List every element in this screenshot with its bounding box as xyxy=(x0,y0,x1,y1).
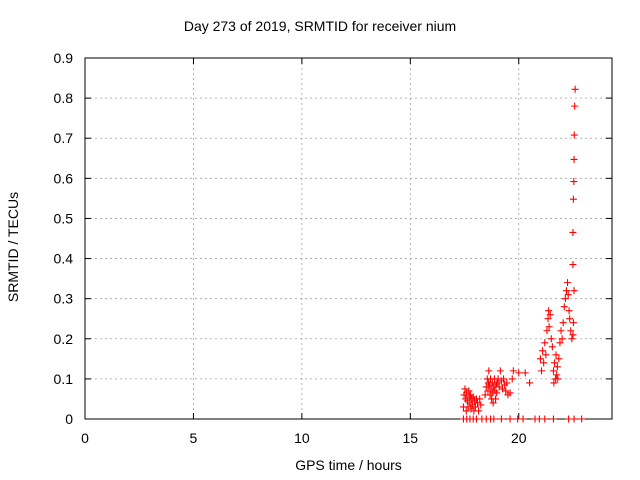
data-point xyxy=(557,327,565,335)
x-tick-label: 10 xyxy=(294,430,310,446)
data-point xyxy=(493,379,501,387)
y-tick-label: 0 xyxy=(65,411,73,427)
data-point xyxy=(538,367,546,375)
data-point xyxy=(553,371,561,379)
data-point xyxy=(549,415,557,423)
data-point xyxy=(526,379,534,387)
data-point xyxy=(560,303,568,311)
data-point xyxy=(477,401,485,409)
data-point xyxy=(570,415,578,423)
data-point xyxy=(462,407,470,415)
data-point xyxy=(569,261,577,269)
data-point xyxy=(558,335,566,343)
data-point xyxy=(571,85,579,93)
data-point xyxy=(508,375,516,383)
data-point xyxy=(545,323,553,331)
x-tick-label: 0 xyxy=(81,430,89,446)
data-point xyxy=(497,415,505,423)
data-point xyxy=(569,228,577,236)
data-point xyxy=(570,178,578,186)
data-point xyxy=(544,315,552,323)
data-point xyxy=(570,131,578,139)
y-tick-label: 0.2 xyxy=(54,331,74,347)
data-point xyxy=(542,351,550,359)
data-point xyxy=(566,315,574,323)
data-point xyxy=(519,415,527,423)
data-point xyxy=(471,403,479,411)
grid-lines xyxy=(85,58,612,419)
data-point xyxy=(521,369,529,377)
data-points xyxy=(459,85,586,423)
data-point xyxy=(571,102,579,110)
data-point xyxy=(550,379,558,387)
data-point xyxy=(465,387,473,395)
data-point xyxy=(568,335,576,343)
data-point xyxy=(564,279,572,287)
data-point xyxy=(546,311,554,319)
data-point xyxy=(569,195,577,203)
y-tick-label: 0.4 xyxy=(54,251,74,267)
data-point xyxy=(569,319,577,327)
y-tick-label: 0.9 xyxy=(54,50,74,66)
data-point xyxy=(536,355,544,363)
data-point xyxy=(461,385,469,393)
y-tick-label: 0.3 xyxy=(54,291,74,307)
data-point xyxy=(551,359,559,367)
data-point xyxy=(502,387,510,395)
data-point xyxy=(489,399,497,407)
data-point xyxy=(561,295,569,303)
y-tick-label: 0.5 xyxy=(54,210,74,226)
data-point xyxy=(556,339,564,347)
data-point xyxy=(509,367,517,375)
y-tick-label: 0.8 xyxy=(54,90,74,106)
y-tick-label: 0.1 xyxy=(54,371,74,387)
data-point xyxy=(503,379,511,387)
chart-title: Day 273 of 2019, SRMTID for receiver niu… xyxy=(183,18,457,34)
data-point xyxy=(492,395,500,403)
data-point xyxy=(548,343,556,351)
y-tick-label: 0.6 xyxy=(54,170,74,186)
data-point xyxy=(555,355,563,363)
plot-frame xyxy=(84,57,613,420)
data-point xyxy=(490,415,498,423)
data-point xyxy=(547,335,555,343)
data-point xyxy=(552,351,560,359)
x-tick-label: 20 xyxy=(511,430,527,446)
data-point xyxy=(541,415,549,423)
data-point xyxy=(570,287,578,295)
data-point xyxy=(554,375,562,383)
y-axis-label: SRMTID / TECUs xyxy=(5,191,21,303)
data-point xyxy=(506,415,514,423)
data-point xyxy=(570,155,578,163)
data-point xyxy=(496,367,504,375)
x-axis-label: GPS time / hours xyxy=(295,457,402,473)
data-point xyxy=(567,327,575,335)
data-point xyxy=(565,307,573,315)
data-point xyxy=(549,367,557,375)
data-point xyxy=(578,415,586,423)
data-point xyxy=(506,389,514,397)
data-point xyxy=(553,363,561,371)
data-point xyxy=(559,319,567,327)
data-point xyxy=(539,347,547,355)
data-point xyxy=(515,369,523,377)
data-point xyxy=(475,407,483,415)
data-point xyxy=(541,339,549,347)
data-point xyxy=(493,389,501,397)
data-point xyxy=(485,367,493,375)
data-point xyxy=(540,359,548,367)
x-tick-label: 15 xyxy=(403,430,419,446)
data-point xyxy=(543,327,551,335)
data-point xyxy=(569,331,577,339)
x-tick-label: 5 xyxy=(190,430,198,446)
data-point xyxy=(545,307,553,315)
data-point xyxy=(500,375,508,383)
data-point xyxy=(562,287,570,295)
data-point xyxy=(564,291,572,299)
axis-ticks: 0 5 10 15 20 0 0.1 0.2 0.3 0.4 0.5 0.6 0.7 0.8 0.9 xyxy=(54,50,612,446)
y-tick-label: 0.7 xyxy=(54,130,74,146)
data-point xyxy=(476,395,484,403)
